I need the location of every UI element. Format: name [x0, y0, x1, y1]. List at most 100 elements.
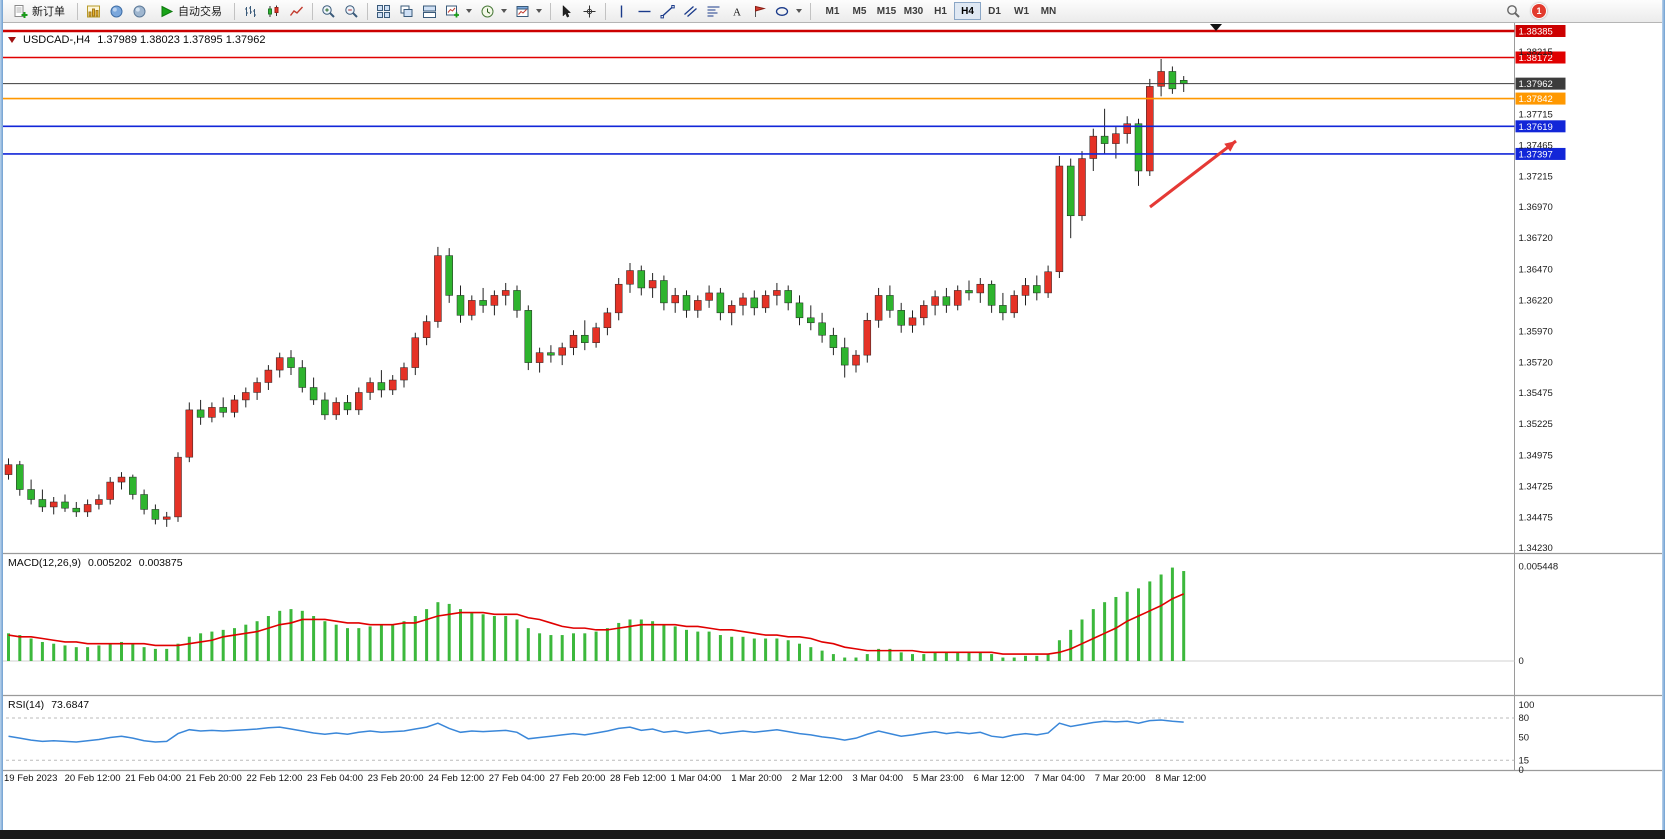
macd-histogram-bar	[944, 652, 948, 661]
fibonacci-icon	[707, 6, 720, 16]
new-order-button[interactable]: 新订单	[5, 1, 73, 21]
channel-button[interactable]	[679, 1, 702, 21]
trendline-button[interactable]	[656, 1, 679, 21]
candle-bear	[987, 283, 996, 306]
macd-histogram-bar	[1182, 571, 1186, 661]
price-tick-label: 1.36220	[1519, 295, 1553, 306]
time-label: 21 Feb 20:00	[186, 773, 242, 784]
candle-bear	[321, 399, 329, 416]
macd-histogram-bar	[165, 648, 169, 661]
auto-trading-button[interactable]: 自动交易	[151, 1, 230, 21]
down-arrow-marker[interactable]	[1210, 24, 1222, 31]
timeframe-button-m1[interactable]: M1	[819, 2, 846, 20]
horizontal-line-button[interactable]	[633, 1, 656, 21]
search-button[interactable]	[1502, 1, 1525, 21]
period-button[interactable]	[476, 1, 511, 21]
rsi-indicator-label: RSI(14) 73.6847	[8, 699, 89, 711]
candle-bear	[942, 296, 951, 306]
macd-histogram-bar	[730, 636, 734, 661]
price-line-label	[1515, 92, 1566, 105]
navigator-icon	[133, 5, 146, 17]
candle-bear	[445, 255, 453, 296]
timeframe-button-w1[interactable]: W1	[1008, 2, 1035, 20]
candle-bear	[287, 357, 295, 368]
candle-bull	[242, 392, 250, 401]
macd-histogram-bar	[131, 643, 135, 661]
toolbar-separator	[77, 2, 78, 20]
timeframe-button-m30[interactable]: M30	[900, 2, 927, 20]
market-watch-button[interactable]	[105, 1, 128, 21]
new-chart-button[interactable]	[441, 1, 476, 21]
macd-histogram-bar	[413, 616, 417, 661]
label-button[interactable]	[748, 1, 771, 21]
timeframe-button-m5[interactable]: M5	[846, 2, 873, 20]
vertical-line-icon	[620, 5, 623, 17]
timeframe-button-d1[interactable]: D1	[981, 2, 1008, 20]
candle-bear	[750, 297, 759, 309]
chart-symbol-period: USDCAD-,H4	[23, 34, 91, 46]
cursor-button[interactable]	[555, 1, 578, 21]
cascade-windows-button[interactable]	[395, 1, 418, 21]
rsi-line	[8, 719, 1184, 743]
market-watch-icon	[110, 5, 123, 17]
timeframe-button-h4[interactable]: H4	[954, 2, 981, 20]
annotation-arrow[interactable]	[1149, 139, 1237, 209]
timeframe-button-mn[interactable]: MN	[1035, 2, 1062, 20]
macd-histogram-bar	[120, 641, 123, 661]
candle-bear	[999, 305, 1007, 314]
rsi-axis-label: 80	[1519, 713, 1530, 724]
timeframe-button-h1[interactable]: H1	[927, 2, 954, 20]
macd-histogram-bar	[1046, 654, 1050, 661]
horizontal-line-icon	[638, 10, 651, 12]
candle-bear	[547, 352, 555, 356]
macd-histogram-bar	[323, 621, 327, 661]
toolbar-right-group: 1	[1502, 1, 1547, 21]
shapes-button[interactable]	[771, 1, 806, 21]
charts-grid-button[interactable]	[82, 1, 105, 21]
candle-bull	[614, 283, 623, 314]
macd-histogram-bar	[978, 652, 982, 661]
vertical-line-button[interactable]	[610, 1, 633, 21]
macd-histogram-bar	[888, 648, 892, 661]
time-label: 23 Feb 20:00	[368, 773, 424, 784]
macd-histogram-bar	[1091, 609, 1095, 661]
candle-bear	[513, 290, 521, 311]
candle-bull	[908, 317, 917, 326]
period-clock-icon	[481, 5, 494, 17]
candle-bull	[976, 283, 985, 294]
macd-signal-line	[8, 593, 1185, 655]
trendline-icon	[660, 4, 675, 18]
rsi-axis-label: 50	[1519, 733, 1530, 744]
line-chart-button[interactable]	[285, 1, 308, 21]
macd-histogram-bar	[1035, 655, 1039, 661]
tile-windows-button[interactable]	[372, 1, 395, 21]
toolbar: 新订单 自动交易 A	[0, 0, 1665, 23]
price-line-label-text: 1.37842	[1519, 94, 1553, 105]
chart-canvas[interactable]: 1.38385 1.38172 1.37962 1.37842 1.37619 1.373…	[0, 23, 1665, 830]
bar-chart-button[interactable]	[239, 1, 262, 21]
price-tick-label: 1.34230	[1519, 543, 1553, 554]
crosshair-button[interactable]	[578, 1, 601, 21]
template-button[interactable]	[511, 1, 546, 21]
macd-histogram-bar	[809, 647, 813, 661]
window-right-edge	[1662, 0, 1665, 839]
macd-histogram-bar	[798, 643, 801, 661]
zoom-in-button[interactable]	[317, 1, 340, 21]
candle-bull	[626, 270, 634, 285]
timeframe-button-m15[interactable]: M15	[873, 2, 900, 20]
text-button[interactable]: A	[725, 1, 748, 21]
candle-bear	[660, 280, 668, 304]
macd-histogram-bar	[538, 633, 542, 661]
candlestick-chart-button[interactable]	[262, 1, 285, 21]
navigator-button[interactable]	[128, 1, 151, 21]
zoom-out-button[interactable]	[340, 1, 363, 21]
template-icon	[516, 5, 529, 17]
notification-badge[interactable]: 1	[1531, 3, 1547, 19]
time-label: 21 Feb 04:00	[125, 773, 181, 784]
candle-bear	[818, 322, 826, 336]
arrange-windows-button[interactable]	[418, 1, 441, 21]
price-line-label	[1515, 77, 1566, 90]
macd-histogram-bar	[233, 628, 236, 661]
fibonacci-button[interactable]	[702, 1, 725, 21]
candle-bull	[1112, 133, 1120, 144]
